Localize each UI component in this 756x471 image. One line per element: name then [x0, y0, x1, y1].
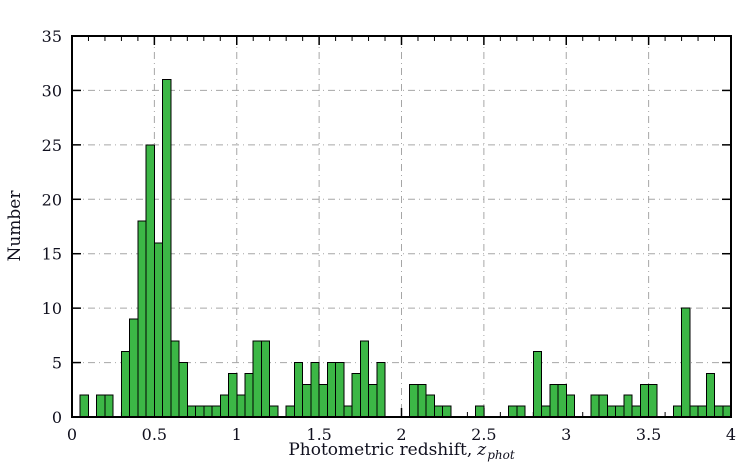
histogram-bar: [120, 351, 131, 418]
histogram-bar: [228, 372, 238, 418]
histogram-bar: [409, 383, 419, 418]
y-tick-label: 5: [52, 354, 62, 373]
histogram-bar: [302, 383, 312, 418]
x-axis-label: Photometric redshift, zphot: [72, 440, 731, 462]
histogram-bar: [359, 340, 370, 418]
histogram-bar: [211, 405, 221, 418]
y-tick-label: 10: [42, 299, 62, 318]
histogram-bar: [590, 394, 600, 418]
y-tick-label: 15: [42, 245, 62, 264]
histogram-bar: [425, 394, 435, 418]
histogram-bar: [598, 394, 608, 418]
x-tick-label: 2.5: [471, 425, 496, 444]
histogram-bar: [186, 405, 197, 418]
histogram-bar: [623, 394, 633, 418]
histogram-bar: [310, 362, 320, 418]
histogram-bar: [104, 394, 114, 418]
histogram-bar: [433, 405, 444, 418]
histogram-bar: [145, 144, 155, 418]
x-axis-label-text: Photometric redshift,: [288, 440, 473, 460]
histogram-bar: [714, 405, 724, 418]
histogram-bar: [516, 405, 526, 418]
x-tick-label: 3: [561, 425, 571, 444]
x-tick-label: 0: [67, 425, 77, 444]
x-tick-label: 4: [726, 425, 736, 444]
histogram-bar: [293, 362, 304, 418]
x-tick-label: 0.5: [142, 425, 167, 444]
x-tick-label: 1: [232, 425, 242, 444]
plot-border: [71, 35, 732, 418]
histogram-bar: [351, 372, 361, 418]
y-tick-label: 20: [42, 190, 62, 209]
histogram-bar: [137, 220, 147, 418]
histogram-bar: [269, 405, 279, 418]
histogram-bar: [606, 405, 617, 418]
histogram-bar: [96, 394, 106, 418]
histogram-bar: [532, 351, 543, 418]
histogram-bar: [170, 340, 180, 418]
histogram-bar: [252, 340, 262, 418]
histogram-bar: [195, 405, 205, 418]
histogram-bar: [631, 405, 641, 418]
histogram-bar: [129, 318, 139, 418]
histogram-bar: [672, 405, 683, 418]
histogram-bar: [615, 405, 625, 418]
histogram-bar: [244, 372, 254, 418]
histogram-bar: [219, 394, 230, 418]
histogram-bar: [722, 405, 732, 418]
histogram-bar: [285, 405, 295, 418]
histogram-bar: [236, 394, 246, 418]
histogram-bar: [681, 307, 691, 418]
histogram-bar: [648, 383, 658, 418]
histogram-bar: [417, 383, 427, 418]
histogram-bar: [541, 405, 551, 418]
x-tick-label: 1.5: [306, 425, 331, 444]
histogram-bar: [639, 383, 650, 418]
histogram-bar: [697, 405, 707, 418]
x-tick-label: 2: [396, 425, 406, 444]
y-tick-label: 25: [42, 136, 62, 155]
y-tick-label: 0: [52, 408, 62, 427]
histogram-bar: [343, 405, 353, 418]
histogram-bar: [203, 405, 213, 418]
histogram-bar: [260, 340, 271, 418]
y-axis-label-text: Number: [5, 190, 25, 262]
histogram-bar: [153, 242, 164, 418]
histogram-bar: [326, 362, 337, 418]
histogram-bar: [178, 362, 188, 418]
histogram-bar: [335, 362, 345, 418]
histogram-bar: [442, 405, 452, 418]
y-tick-label: 35: [42, 27, 62, 46]
histogram-bar: [705, 372, 716, 418]
y-tick-label: 30: [42, 81, 62, 100]
histogram-bar: [368, 383, 378, 418]
histogram-bar: [318, 383, 328, 418]
x-axis-label-subscript: phot: [487, 448, 515, 462]
histogram-bar: [79, 394, 89, 418]
x-axis-label-variable: z: [477, 440, 487, 460]
histogram-bar: [557, 383, 567, 418]
x-tick-label: 3.5: [636, 425, 661, 444]
y-axis-label: Number: [4, 126, 26, 326]
histogram-bar: [549, 383, 559, 418]
histogram-bar: [162, 79, 172, 418]
histogram-bar: [376, 362, 386, 418]
histogram-bar: [565, 394, 575, 418]
histogram-bar: [689, 405, 699, 418]
histogram-bar: [508, 405, 518, 418]
histogram-bar: [475, 405, 485, 418]
